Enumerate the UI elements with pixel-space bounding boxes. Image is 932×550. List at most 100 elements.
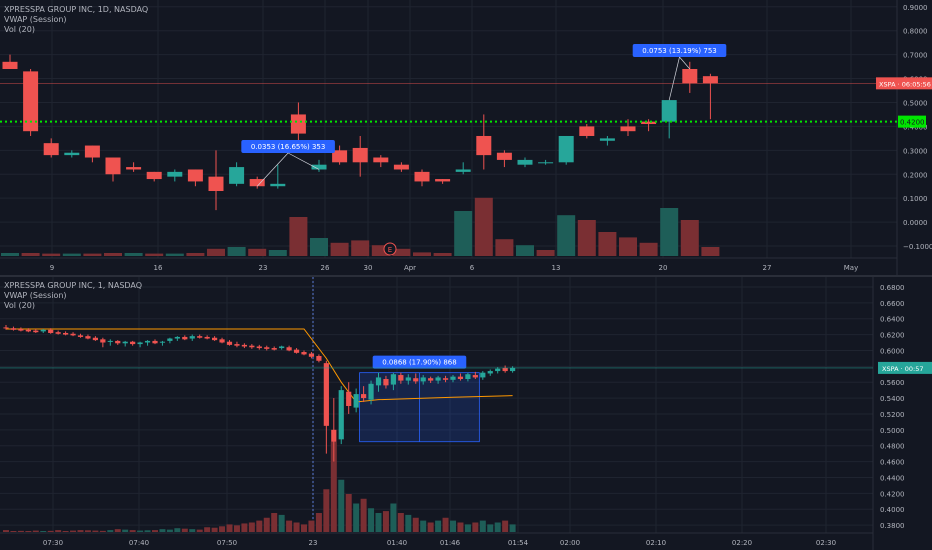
time-axis-label: 6 (470, 264, 475, 272)
time-axis-label: 30 (364, 264, 373, 272)
candle-body (472, 375, 478, 378)
candle-body (308, 353, 315, 357)
time-axis-label: 9 (50, 264, 54, 272)
volume-bar (268, 250, 287, 256)
candle-body (323, 363, 329, 426)
bottom-intraday-chart[interactable]: 0.68000.66000.64000.62000.60000.58000.56… (0, 277, 932, 550)
candle-body (331, 429, 337, 442)
volume-bar (83, 253, 102, 256)
candle-body (77, 335, 84, 337)
candle-body (152, 340, 158, 344)
candle-body (368, 383, 374, 400)
candle-body (311, 164, 327, 170)
volume-bar (165, 253, 184, 256)
price-axis-label: 0.3800 (880, 522, 905, 530)
volume-bar (345, 494, 352, 532)
volume-bar (99, 530, 106, 532)
candle-body (383, 379, 389, 386)
measure-connector (668, 56, 680, 101)
candle-body (167, 338, 173, 341)
candle-body (558, 135, 574, 163)
top-legend: XPRESSPA GROUP INC, 1D, NASDAQ VWAP (Ses… (4, 5, 148, 35)
time-axis-label: 23 (309, 539, 318, 547)
volume-bar (487, 524, 494, 532)
candle-body (641, 121, 657, 125)
candle-body (234, 344, 240, 346)
candle-body (346, 391, 352, 406)
measure-label-box (632, 44, 727, 57)
volume-bar (159, 529, 166, 532)
top-daily-chart[interactable]: 0.90000.80000.70000.60000.50000.40000.30… (0, 0, 932, 275)
candle-body (167, 171, 183, 177)
candle-body (105, 157, 121, 175)
time-axis-label: 20 (659, 264, 668, 272)
candle-body (414, 171, 430, 182)
volume-bar (433, 253, 452, 256)
candle-body (107, 340, 113, 342)
volume-bar (289, 217, 308, 256)
candle-body (538, 162, 554, 164)
candle-body (435, 179, 451, 182)
candle-body (48, 329, 54, 333)
candle-body (159, 341, 166, 343)
volume-bar (248, 248, 267, 256)
candle-body (115, 340, 121, 344)
volume-bar (435, 520, 442, 532)
volume-bar (375, 513, 382, 532)
volume-bar (351, 240, 370, 256)
candle-body (496, 152, 512, 160)
top-legend-vol: Vol (20) (4, 25, 35, 34)
candle-body (122, 341, 128, 344)
volume-bar (77, 530, 84, 532)
candle-body (204, 336, 210, 339)
candle-body (290, 114, 306, 134)
volume-bar (271, 513, 278, 532)
candle-body (480, 372, 486, 378)
last-price-tag-text: XSPA · 06:05:56 (879, 80, 931, 88)
candle-body (241, 344, 247, 347)
volume-bar (25, 531, 32, 532)
pane-divider[interactable] (0, 275, 932, 277)
volume-bar (124, 253, 143, 256)
volume-bar (241, 523, 248, 532)
volume-bar (204, 527, 211, 532)
volume-bar (397, 513, 404, 532)
volume-bar (450, 520, 456, 532)
candle-body (249, 345, 255, 348)
candle-body (510, 367, 516, 372)
candle-body (229, 167, 245, 184)
volume-bar (598, 232, 617, 256)
volume-bar (472, 522, 479, 532)
price-axis-label: 0.6000 (880, 347, 905, 355)
candle-body (286, 347, 292, 351)
earnings-event-label: E (388, 246, 392, 254)
measure-connector (287, 152, 320, 170)
measure-label-box (372, 355, 467, 369)
candle-body (661, 100, 677, 122)
volume-bar (174, 528, 181, 532)
candle-body (219, 339, 225, 343)
volume-bar (137, 530, 144, 532)
candle-body (457, 376, 464, 380)
candle-body (23, 71, 39, 132)
time-axis-label: 07:40 (129, 539, 149, 547)
candle-body (264, 347, 270, 349)
measure-label-box (241, 140, 335, 153)
price-axis-label: 0.6800 (880, 284, 905, 292)
volume-bar (40, 531, 47, 532)
candle-body (40, 329, 46, 332)
price-axis-label: 0.6400 (880, 316, 905, 324)
candle-body (428, 378, 434, 381)
last-price-tag (878, 361, 932, 374)
candle-body (70, 333, 76, 336)
candle-body (100, 339, 106, 343)
candle-body (620, 126, 636, 132)
candle-body (495, 368, 501, 372)
volume-bar (3, 530, 9, 532)
time-axis-label: 27 (763, 264, 772, 272)
measure-connector (256, 152, 289, 187)
volume-bar (62, 253, 81, 256)
volume-bar (405, 514, 412, 532)
candle-body (18, 329, 24, 331)
candle-body (174, 336, 180, 339)
